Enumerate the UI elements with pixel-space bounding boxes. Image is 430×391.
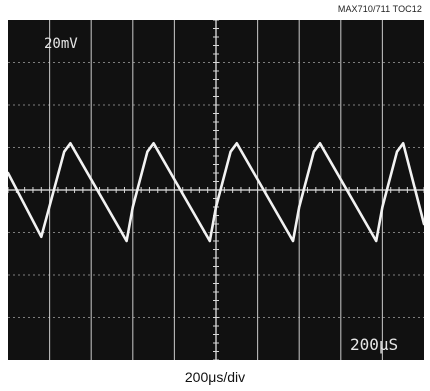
time-per-div-label: 200μS — [350, 335, 398, 354]
toc-label: MAX710/711 TOC12 — [337, 4, 422, 14]
waveform-trace — [8, 142, 424, 243]
grid — [8, 20, 424, 360]
scope-plot: 20mV 200μS — [8, 20, 424, 360]
volts-per-div-label: 20mV — [44, 36, 78, 52]
trace-layer — [8, 142, 424, 243]
oscilloscope-screen: 20mV 200μS — [8, 20, 424, 360]
x-scale-caption: 200μs/div — [184, 369, 246, 385]
